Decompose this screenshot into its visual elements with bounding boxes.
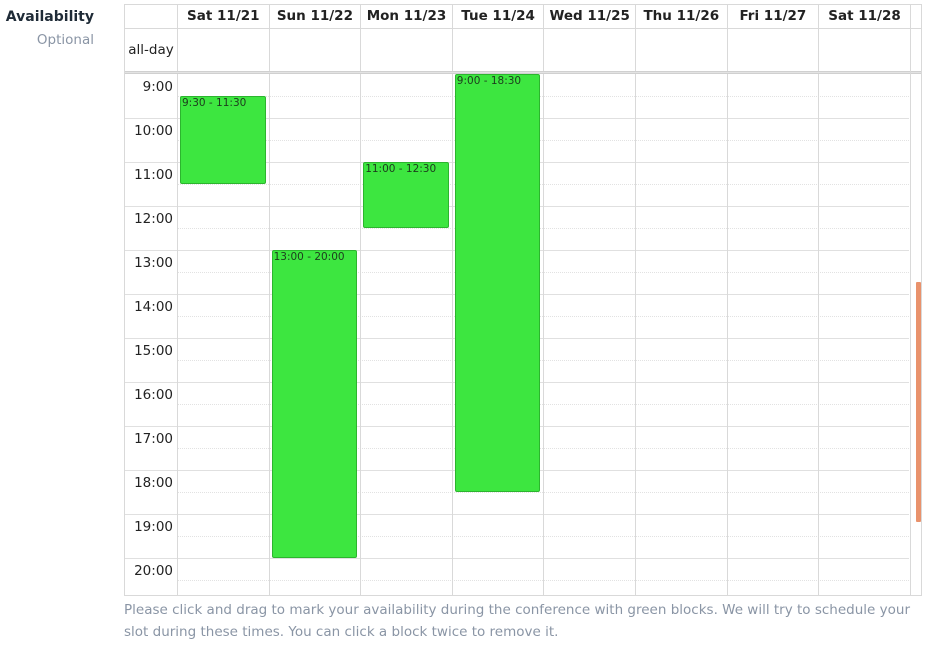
hour-line xyxy=(125,558,909,559)
allday-cell[interactable] xyxy=(177,29,269,71)
allday-cell[interactable] xyxy=(451,29,544,71)
day-column-line xyxy=(726,74,728,595)
half-hour-line xyxy=(177,404,909,405)
allday-cell[interactable] xyxy=(818,29,910,71)
time-label: 15:00 xyxy=(134,343,173,359)
allday-cell[interactable] xyxy=(635,29,727,71)
availability-block[interactable]: 13:00 - 20:00 xyxy=(271,250,358,558)
time-label: 16:00 xyxy=(134,387,173,403)
time-label: 9:00 xyxy=(142,79,173,95)
time-label: 13:00 xyxy=(134,255,173,271)
grid-right-border xyxy=(909,5,911,595)
hour-line xyxy=(125,514,909,515)
half-hour-line xyxy=(177,536,909,537)
day-column-line xyxy=(543,74,545,595)
allday-cell[interactable] xyxy=(726,29,819,71)
time-label: 10:00 xyxy=(134,123,173,139)
day-header: Sat 11/21 xyxy=(177,5,269,28)
availability-block[interactable]: 9:00 - 18:30 xyxy=(454,74,541,492)
day-header: Sat 11/28 xyxy=(818,5,910,28)
half-hour-line xyxy=(177,448,909,449)
time-label: 18:00 xyxy=(134,475,173,491)
day-header: Wed 11/25 xyxy=(543,5,635,28)
time-label: 12:00 xyxy=(134,211,173,227)
day-header-row: Sat 11/21 Sun 11/22 Mon 11/23 Tue 11/24 Wed … xyxy=(125,5,921,28)
half-hour-line xyxy=(177,580,909,581)
day-column-line xyxy=(268,74,270,595)
help-text: Please click and drag to mark your avail… xyxy=(124,602,910,640)
allday-cell[interactable] xyxy=(543,29,635,71)
day-column-line xyxy=(451,74,453,595)
time-label: 20:00 xyxy=(134,563,173,579)
allday-label: all-day xyxy=(128,42,174,58)
half-hour-line xyxy=(177,184,909,185)
time-grid[interactable]: 9:00 10:00 11:00 12:00 13:00 14:00 15:00 16:00 1… xyxy=(125,5,921,595)
half-hour-line xyxy=(177,96,909,97)
allday-cell[interactable] xyxy=(268,29,361,71)
allday-divider xyxy=(125,71,921,74)
day-column-line xyxy=(360,74,362,595)
scrollbar-thumb[interactable] xyxy=(916,282,921,522)
availability-label: Availability xyxy=(5,9,94,25)
availability-block[interactable]: 9:30 - 11:30 xyxy=(180,96,266,184)
half-hour-line xyxy=(177,492,909,493)
day-column-line xyxy=(635,74,636,595)
availability-block[interactable]: 11:00 - 12:30 xyxy=(363,162,449,228)
day-header: Tue 11/24 xyxy=(451,5,544,28)
allday-cell[interactable] xyxy=(360,29,452,71)
time-label: 14:00 xyxy=(134,299,173,315)
half-hour-line xyxy=(177,228,909,229)
half-hour-line xyxy=(177,272,909,273)
half-hour-line xyxy=(177,316,909,317)
half-hour-line xyxy=(177,140,909,141)
day-header: Fri 11/27 xyxy=(726,5,819,28)
half-hour-line xyxy=(177,360,909,361)
day-header: Mon 11/23 xyxy=(360,5,452,28)
time-label: 19:00 xyxy=(134,519,173,535)
day-column-line xyxy=(177,74,178,595)
time-label: 17:00 xyxy=(134,431,173,447)
availability-calendar[interactable]: Sat 11/21 Sun 11/22 Mon 11/23 Tue 11/24 Wed … xyxy=(124,4,922,596)
optional-label: Optional xyxy=(36,32,94,48)
allday-row: all-day xyxy=(125,28,921,71)
day-header: Sun 11/22 xyxy=(268,5,361,28)
time-label: 11:00 xyxy=(134,167,173,183)
day-column-line xyxy=(818,74,820,595)
day-header: Thu 11/26 xyxy=(635,5,727,28)
